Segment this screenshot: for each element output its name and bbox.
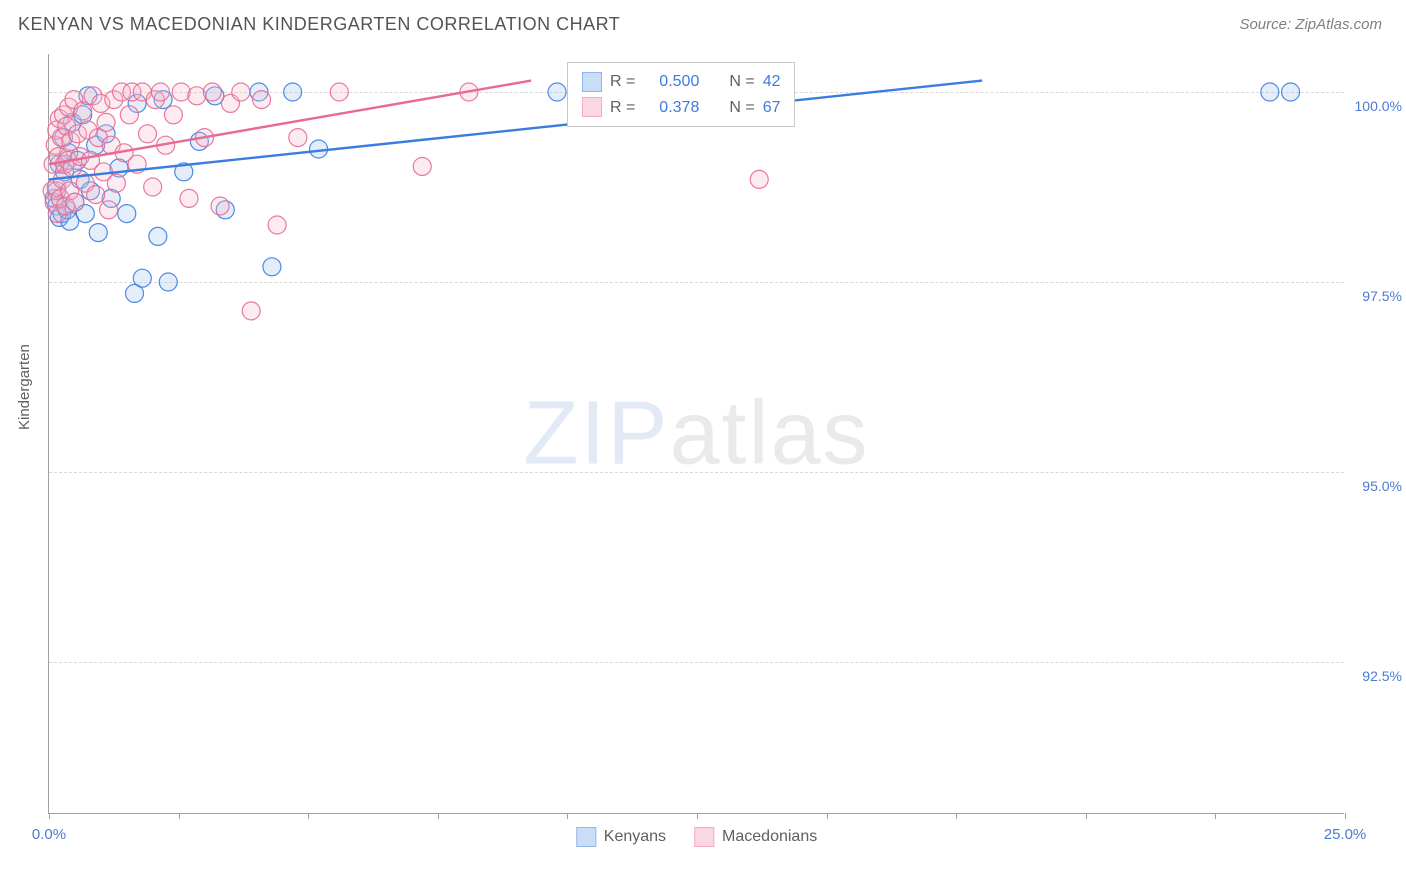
legend-n-value: 42 xyxy=(763,69,781,95)
x-tick xyxy=(1086,813,1087,819)
data-point xyxy=(159,273,177,291)
x-tick xyxy=(438,813,439,819)
legend-bottom: Kenyans Macedonians xyxy=(576,827,817,847)
chart-title: KENYAN VS MACEDONIAN KINDERGARTEN CORREL… xyxy=(18,14,620,35)
data-point xyxy=(144,178,162,196)
legend-row: R = 0.378 N = 67 xyxy=(582,95,780,121)
data-point xyxy=(211,197,229,215)
x-tick xyxy=(827,813,828,819)
data-point xyxy=(268,216,286,234)
legend-label: Macedonians xyxy=(722,828,817,846)
x-tick-label: 0.0% xyxy=(32,826,66,843)
legend-r-label: R = xyxy=(610,95,635,121)
data-point xyxy=(232,83,250,101)
legend-item: Kenyans xyxy=(576,827,666,847)
legend-label: Kenyans xyxy=(604,828,666,846)
y-axis-title: Kindergarten xyxy=(16,344,33,430)
data-point xyxy=(149,227,167,245)
data-point xyxy=(118,205,136,223)
data-point xyxy=(97,113,115,131)
data-point xyxy=(89,224,107,242)
data-point xyxy=(263,258,281,276)
legend-swatch xyxy=(582,72,602,92)
data-point xyxy=(120,106,138,124)
legend-swatch xyxy=(582,97,602,117)
data-point xyxy=(1261,83,1279,101)
legend-row: R = 0.500 N = 42 xyxy=(582,69,780,95)
x-tick xyxy=(567,813,568,819)
data-point xyxy=(100,201,118,219)
data-point xyxy=(107,174,125,192)
data-point xyxy=(151,83,169,101)
x-tick-label: 25.0% xyxy=(1324,826,1367,843)
legend-r-value: 0.378 xyxy=(643,95,699,121)
chart-svg xyxy=(49,54,1344,813)
data-point xyxy=(242,302,260,320)
y-tick-label: 92.5% xyxy=(1350,668,1402,684)
data-point xyxy=(203,83,221,101)
x-tick xyxy=(49,813,50,819)
data-point xyxy=(138,125,156,143)
data-point xyxy=(330,83,348,101)
x-tick xyxy=(956,813,957,819)
data-point xyxy=(284,83,302,101)
data-point xyxy=(289,129,307,147)
y-tick-label: 95.0% xyxy=(1350,478,1402,494)
data-point xyxy=(87,186,105,204)
legend-correlation: R = 0.500 N = 42 R = 0.378 N = 67 xyxy=(567,62,795,127)
source-attribution: Source: ZipAtlas.com xyxy=(1239,16,1382,33)
legend-item: Macedonians xyxy=(694,827,817,847)
y-tick-label: 100.0% xyxy=(1350,98,1402,114)
x-tick xyxy=(1215,813,1216,819)
legend-swatch xyxy=(694,827,714,847)
data-point xyxy=(253,91,271,109)
x-tick xyxy=(697,813,698,819)
legend-n-label: N = xyxy=(729,95,754,121)
data-point xyxy=(750,170,768,188)
x-tick xyxy=(179,813,180,819)
data-point xyxy=(1282,83,1300,101)
legend-r-label: R = xyxy=(610,69,635,95)
x-tick xyxy=(308,813,309,819)
y-tick-label: 97.5% xyxy=(1350,288,1402,304)
data-point xyxy=(413,157,431,175)
plot-area: ZIPatlas 92.5%95.0%97.5%100.0% R =0.500N… xyxy=(48,54,1344,814)
data-point xyxy=(548,83,566,101)
data-point xyxy=(133,269,151,287)
legend-r-value: 0.500 xyxy=(643,69,699,95)
legend-n-value: 67 xyxy=(763,95,781,121)
data-point xyxy=(164,106,182,124)
legend-n-label: N = xyxy=(729,69,754,95)
data-point xyxy=(180,189,198,207)
legend-swatch xyxy=(576,827,596,847)
data-point xyxy=(74,102,92,120)
x-tick xyxy=(1345,813,1346,819)
data-point xyxy=(66,193,84,211)
